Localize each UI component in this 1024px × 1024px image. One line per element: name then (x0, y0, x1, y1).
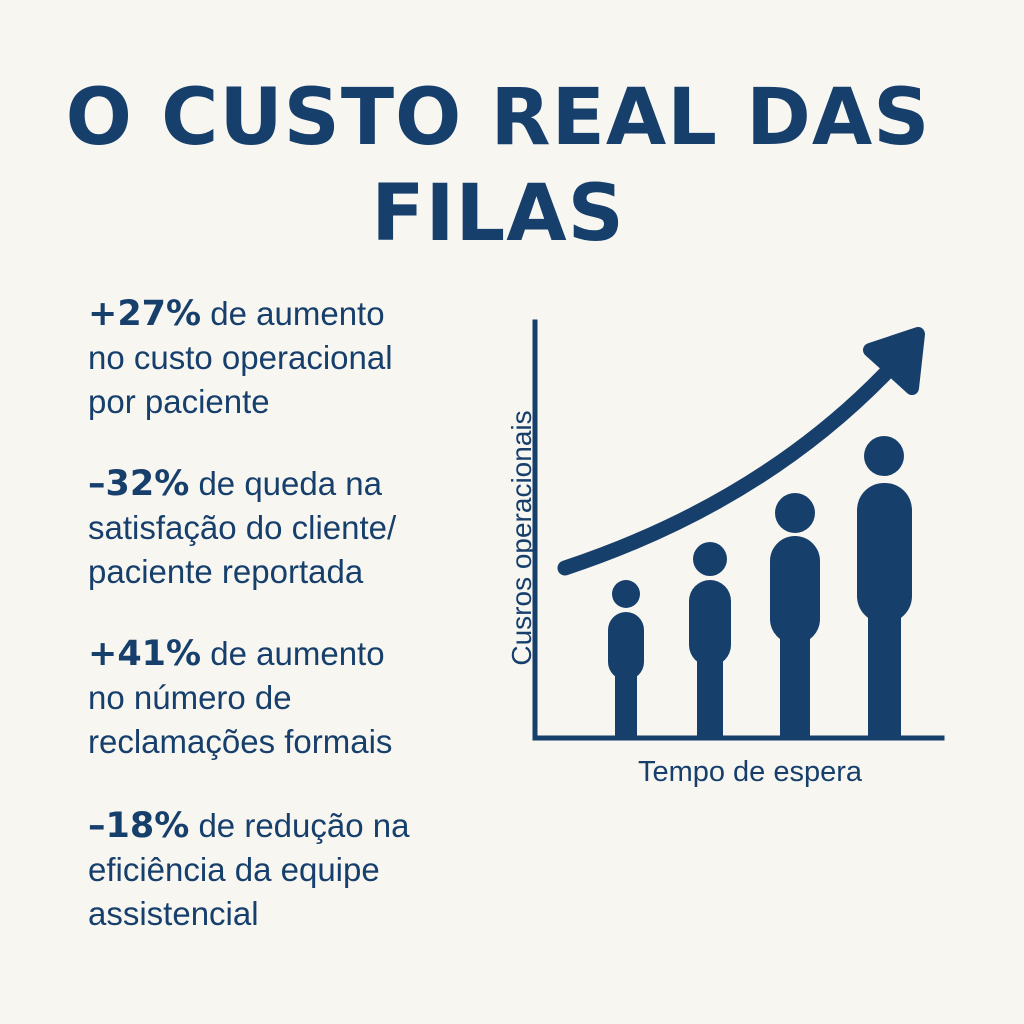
stat-value: +27% (88, 294, 202, 334)
stat-line-1: +41% de aumento (88, 632, 488, 676)
stat-item-complaints: +41% de aumento no número de reclamações… (88, 632, 488, 764)
cost-growth-graphic (532, 319, 945, 741)
stat-item-efficiency: –18% de redução na eficiência da equipe … (88, 804, 488, 936)
stat-line-3: paciente reportada (88, 553, 364, 590)
stat-line-3: por paciente (88, 383, 270, 420)
stat-line-1: –18% de redução na (88, 804, 488, 848)
person-icon (608, 580, 644, 736)
title-line-1: O CUSTO REAL DAS (65, 73, 931, 163)
stat-line-1: –32% de queda na (88, 462, 488, 506)
y-axis-label: Cusros operacionais (506, 410, 537, 666)
stat-line-2: satisfação do cliente/ (88, 509, 397, 546)
stat-text: de queda na (189, 465, 382, 502)
stat-line-3: reclamações formais (88, 723, 393, 760)
stat-item-satisfaction: –32% de queda na satisfação do cliente/ … (88, 462, 488, 594)
stat-text: de redução na (189, 807, 410, 844)
stat-text: de aumento (201, 635, 385, 672)
page-title: O CUSTO REAL DAS FILAS (48, 70, 948, 262)
stat-line-2: eficiência da equipe (88, 851, 380, 888)
stat-value: –18% (88, 806, 190, 846)
stat-line-3: assistencial (88, 895, 259, 932)
person-icon (857, 436, 912, 736)
stat-line-1: +27% de aumento (88, 292, 488, 336)
cost-illustration (470, 300, 990, 800)
stat-text: de aumento (201, 295, 385, 332)
stat-line-2: no custo operacional (88, 339, 393, 376)
title-line-2: FILAS (371, 169, 625, 259)
stat-line-2: no número de (88, 679, 292, 716)
person-icon (770, 493, 820, 736)
stat-value: –32% (88, 464, 190, 504)
x-axis-label: Tempo de espera (637, 756, 863, 788)
stat-item-operational-cost: +27% de aumento no custo operacional por… (88, 292, 488, 424)
person-icon (689, 542, 731, 736)
trend-arrow-head (863, 327, 925, 395)
trend-arrow-line (557, 350, 908, 576)
stat-value: +41% (88, 634, 202, 674)
